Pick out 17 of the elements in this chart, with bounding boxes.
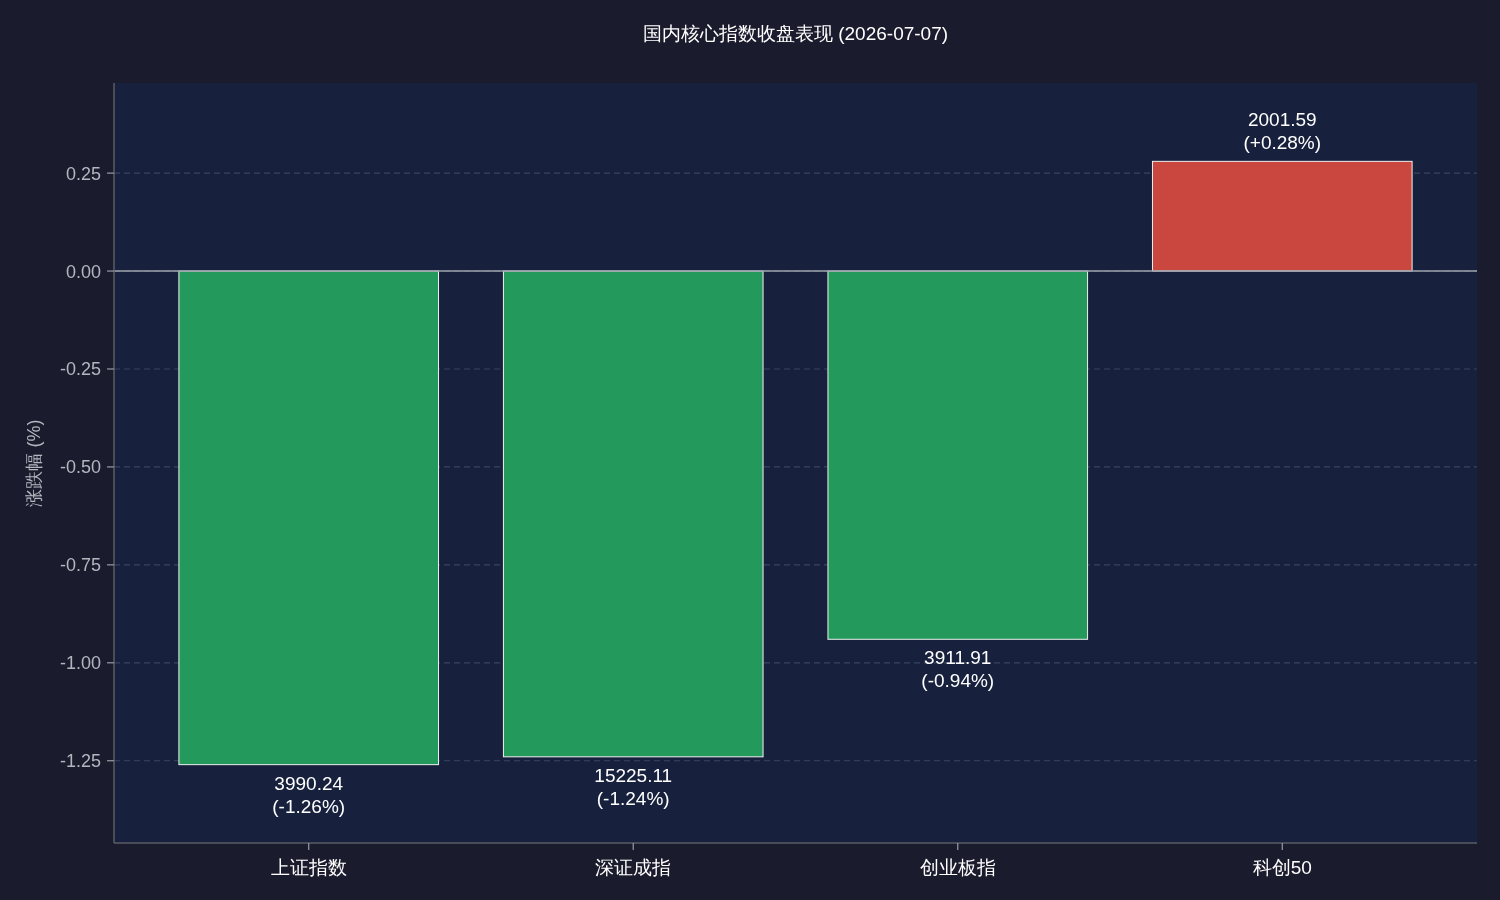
data-label: 2001.59 (+0.28%) [1243, 109, 1322, 154]
data-label: 15225.11 (-1.24%) [594, 764, 673, 809]
y-tick-label: -0.50 [59, 457, 101, 478]
y-tick-label: 0.00 [65, 261, 101, 282]
y-tick-label: -0.75 [59, 555, 101, 576]
data-label: 3990.24 (-1.26%) [272, 772, 346, 817]
chart-title: 国内核心指数收盘表现 (2026-07-07) [642, 23, 949, 44]
x-tick-label: 科创50 [1252, 857, 1312, 878]
x-tick-label: 深证成指 [595, 857, 672, 878]
y-tick-label: 0.25 [65, 163, 101, 184]
x-tick-label: 创业板指 [919, 857, 996, 878]
data-label: 3911.91 (-0.94%) [921, 647, 995, 692]
x-tick-label: 上证指数 [270, 857, 347, 878]
y-tick-label: -1.25 [59, 751, 101, 772]
y-axis-title: 涨跌幅 (%) [24, 419, 44, 507]
y-tick-label: -1.00 [59, 653, 101, 674]
y-tick-label: -0.25 [59, 359, 101, 380]
